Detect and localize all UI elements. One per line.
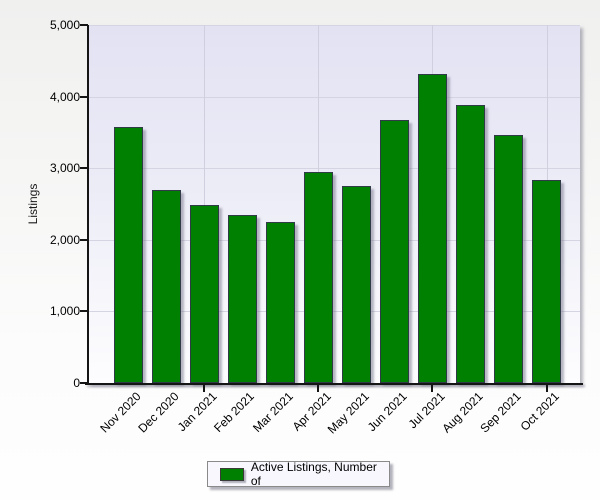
- bar-may-2021: [341, 186, 371, 383]
- y-tick-label: 1,000: [49, 304, 80, 319]
- x-axis-label: Oct 2021: [517, 389, 562, 434]
- bar-aug-2021: [455, 105, 485, 383]
- gridline-horizontal: [88, 168, 580, 170]
- x-axis-line: [85, 383, 583, 385]
- legend-label: Active Listings, Number of: [250, 460, 377, 488]
- x-tick: [545, 385, 548, 392]
- x-axis-label: Sep 2021: [477, 389, 524, 436]
- bar-jun-2021: [379, 120, 409, 383]
- x-axis-label: Nov 2020: [96, 389, 144, 436]
- bar-feb-2021: [227, 214, 257, 383]
- gridline-horizontal: [88, 311, 580, 313]
- gridline-horizontal: [88, 96, 580, 98]
- bar-dec-2020: [151, 189, 181, 383]
- y-tick: [80, 167, 88, 170]
- y-tick-label: 4,000: [49, 89, 80, 104]
- bar-nov-2020: [113, 127, 143, 383]
- y-tick-label: 0: [73, 376, 80, 390]
- x-tick: [431, 385, 434, 392]
- x-axis-label: Aug 2021: [439, 389, 486, 436]
- x-tick: [317, 385, 320, 392]
- y-tick: [80, 310, 88, 313]
- y-tick-label: 3,000: [49, 161, 80, 176]
- gridline-horizontal: [88, 25, 580, 26]
- y-tick: [80, 24, 88, 26]
- y-tick-label: 2,000: [49, 232, 80, 247]
- bar-apr-2021: [303, 172, 333, 383]
- gridline-vertical: [204, 25, 206, 383]
- bar-jan-2021: [189, 204, 219, 383]
- bar-oct-2021: [532, 179, 562, 383]
- x-axis-label: Feb 2021: [211, 389, 258, 436]
- y-tick: [80, 382, 88, 384]
- y-tick-label: 5,000: [49, 18, 80, 32]
- y-tick: [80, 95, 88, 98]
- y-axis-title: Listings: [26, 183, 40, 225]
- y-axis-line: [87, 25, 89, 385]
- legend: Active Listings, Number of: [207, 460, 390, 488]
- x-tick: [203, 385, 206, 392]
- gridline-horizontal: [88, 239, 580, 241]
- x-axis-label: Mar 2021: [249, 389, 296, 436]
- bar-sep-2021: [494, 135, 523, 383]
- x-axis-label: Jun 2021: [364, 389, 410, 435]
- bar-jul-2021: [417, 74, 447, 383]
- legend-swatch: [220, 467, 244, 481]
- x-axis-label: Dec 2020: [135, 389, 182, 436]
- y-tick: [80, 238, 88, 241]
- bar-mar-2021: [265, 221, 295, 383]
